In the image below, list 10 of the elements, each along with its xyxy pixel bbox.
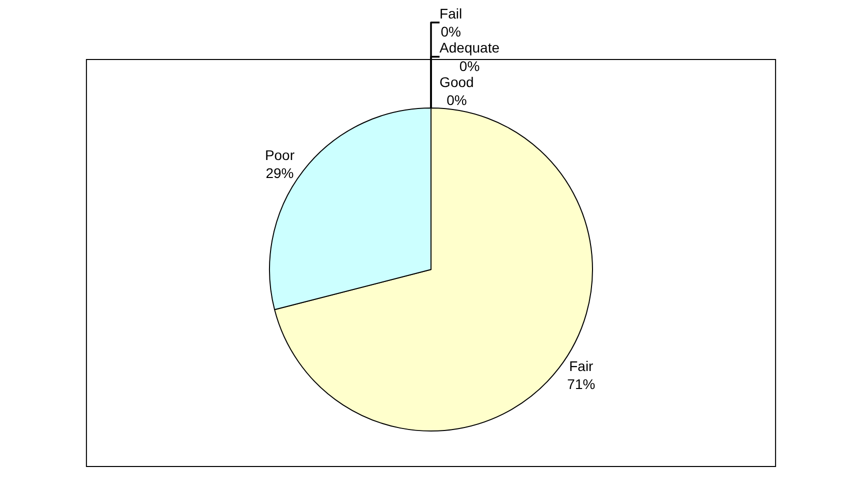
text: 0% [446,92,467,108]
text: 0% [459,58,480,74]
category-label: Adequate [440,40,500,56]
data-label: 29% [266,165,294,182]
text: 0% [440,24,461,40]
category-label: Good [440,74,474,90]
category-label: Fail [440,5,462,22]
slice-label: Fair [569,358,594,374]
slice-label: Poor [264,146,295,163]
data-label: 71% [567,376,596,392]
